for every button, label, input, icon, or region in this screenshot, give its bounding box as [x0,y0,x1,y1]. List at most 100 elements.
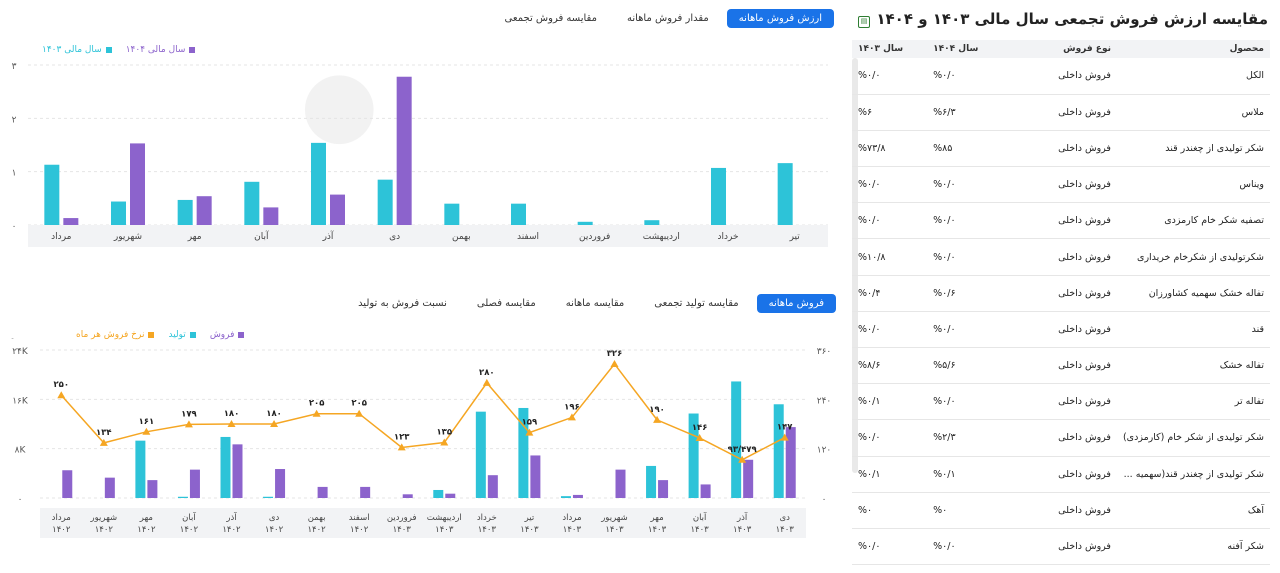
tab-label: ارزش فروش ماهانه [738,13,822,24]
x-tick-label: شهریور [113,232,142,242]
bar-1404 [196,196,212,225]
x-tick-label: مرداد [51,232,71,242]
cell-product: شکر تولیدی از چغندر قند(سهمیه ... [1116,456,1270,493]
bar-sales [189,469,200,498]
legend-swatch [238,332,245,338]
x-tick-label-year: ۱۴۰۳ [648,525,667,535]
x-tick-label-year: ۱۴۰۲ [180,525,199,535]
table-row[interactable]: الکل فروش داخلی %۰/۰ %۰/۰ [852,58,1270,95]
rate-point [610,359,619,367]
x-tick-label-month: آبان [693,511,707,523]
bar-1403 [777,163,793,225]
legend-item-sales[interactable]: فروش [210,330,245,340]
bar-1403 [644,220,660,225]
cell-product: شکر تولیدی از چغندر قند [1116,130,1270,168]
table-row[interactable]: ملاس فروش داخلی %۶/۳ %۶ [852,94,1270,131]
bar-sales [572,494,583,498]
comparison-table: محصول نوع فروش سال ۱۴۰۴ سال ۱۴۰۳ الکل فرو… [852,40,1270,566]
x-tick-label-month: بهمن [308,513,326,523]
cell-1404: %۰/۱ [927,456,999,493]
cell-product: ویناس [1116,166,1270,204]
legend-item-production[interactable]: تولید [168,330,196,340]
table-row[interactable]: تفاله خشک فروش داخلی %۵/۶ %۸/۶ [852,347,1270,385]
bar-sales [275,469,286,498]
table-row[interactable]: شکر آفنه فروش داخلی %۰/۰ %۰/۰ [852,528,1270,566]
y-right-tick-label: ۲۴۰ [817,396,832,406]
excel-export-icon[interactable]: ▤ [858,16,870,28]
cell-1403: %۰/۰ [852,166,928,204]
x-tick-label: خرداد [717,232,738,242]
rate-line [60,362,786,461]
table-row[interactable]: قند فروش داخلی %۰/۰ %۰/۰ [852,311,1270,349]
bottom-combo-chart: تن ۰ ۸K ۱۶K ۲۴K ۰ ۱۲۰ ۲۴۰ ۳۶۰ مرداد ۱۴۰۲ شهریور ۱۴۰۲… [9,338,832,538]
tab-monthly-sales-value[interactable]: ارزش فروش ماهانه [726,9,834,28]
bar-sales [62,470,73,498]
bar-production [646,465,657,498]
bottom-chart-legend: فروش تولید نرخ فروش هر ماه [76,330,245,340]
cell-1403: %۰/۱ [852,456,928,493]
rate-data-label: ۱۶۱ [139,417,155,427]
rate-point [142,427,151,435]
rate-point [312,409,321,417]
bar-1403 [377,179,393,225]
cell-1404: %۰/۰ [927,528,999,566]
x-tick-label: اردیبهشت [643,232,680,242]
table-row[interactable]: تصفیه شکر خام کارمزدی فروش داخلی %۰/۰ %۰/۰ [852,202,1270,240]
cell-sales-type: فروش داخلی [998,238,1117,276]
table-row[interactable]: تفاله خشک سهمیه کشاورزان فروش داخلی %۰/۶ %۰… [852,275,1270,312]
tab-cumulative-production[interactable]: مقایسه تولید تجمعی [642,294,750,313]
cell-1404: %۰/۰ [927,311,999,349]
table-row[interactable]: شکرتولیدی از شکرخام خریداری فروش داخلی %۰/… [852,238,1270,276]
cell-1404: %۰ [927,492,999,529]
cell-product: شکر تولیدی از شکر خام (کارمزدی) [1116,419,1270,457]
bar-sales [445,493,456,498]
x-tick-label: آذر [322,230,334,242]
legend-item-1404[interactable]: سال مالی ۱۴۰۴ [126,45,196,55]
cell-product: شکرتولیدی از شکرخام خریداری [1116,238,1270,276]
table-row[interactable]: شکر تولیدی از چغندر قند فروش داخلی %۸۵ %۷۳/… [852,130,1270,168]
table-row[interactable]: شکر تولیدی از شکر خام (کارمزدی) فروش داخل… [852,419,1270,457]
cell-sales-type: فروش داخلی [998,383,1117,421]
x-tick-label-year: ۱۴۰۳ [393,525,412,535]
bar-1403 [511,203,526,225]
panel-title: مقایسه ارزش فروش تجمعی سال مالی ۱۴۰۳ و ۱… [876,10,1268,28]
legend-item-1403[interactable]: سال مالی ۱۴۰۳ [42,45,112,55]
cell-1404: %۰/۰ [927,202,999,240]
table-row[interactable]: آهک فروش داخلی %۰ %۰ [852,492,1270,529]
bar-sales [743,459,754,498]
tab-label: نسبت فروش به تولید [358,298,447,309]
bar-production [177,496,188,498]
rate-point [738,455,747,463]
cell-sales-type: فروش داخلی [998,347,1117,385]
cell-product: تصفیه شکر خام کارمزدی [1116,202,1270,240]
table-row[interactable]: تفاله تر فروش داخلی %۰/۰ %۰/۱ [852,383,1270,421]
table-row[interactable]: ویناس فروش داخلی %۰/۰ %۰/۰ [852,166,1270,204]
bar-production [560,496,571,498]
tab-label: مقایسه فصلی [476,298,536,309]
bar-production [433,489,444,498]
legend-swatch [148,332,155,338]
cell-1403: %۰/۴ [852,275,928,312]
x-tick-label-month: شهریور [90,513,118,523]
rate-data-label: ۱۸۰ [266,409,282,419]
cell-sales-type: فروش داخلی [998,130,1117,168]
tab-cumulative-sales[interactable]: مقایسه فروش تجمعی [493,9,609,28]
cell-product: قند [1116,311,1270,349]
tab-label: مقایسه تولید تجمعی [654,298,739,309]
tab-monthly-sales[interactable]: فروش ماهانه [756,294,836,313]
y-left-tick-label: ۰ [18,495,23,505]
top-chart-legend: سال مالی ۱۴۰۴ سال مالی ۱۴۰۳ [42,45,196,55]
tab-sales-production-ratio[interactable]: نسبت فروش به تولید [346,294,459,313]
rate-point [227,420,236,427]
x-tick-label-month: خرداد [477,513,497,523]
x-tick-label-year: ۱۴۰۳ [776,525,795,535]
bar-sales [530,455,541,498]
tab-seasonal-comparison[interactable]: مقایسه فصلی [465,294,548,313]
table-row[interactable]: شکر تولیدی از چغندر قند(سهمیه ... فروش دا… [852,456,1270,493]
bar-1404 [263,207,279,225]
legend-item-rate[interactable]: نرخ فروش هر ماه [76,330,155,340]
tab-monthly-sales-amount[interactable]: مقدار فروش ماهانه [615,9,721,28]
bar-sales [104,477,115,498]
x-tick-label-year: ۱۴۰۲ [265,525,284,535]
tab-monthly-comparison[interactable]: مقایسه ماهانه [554,294,637,313]
